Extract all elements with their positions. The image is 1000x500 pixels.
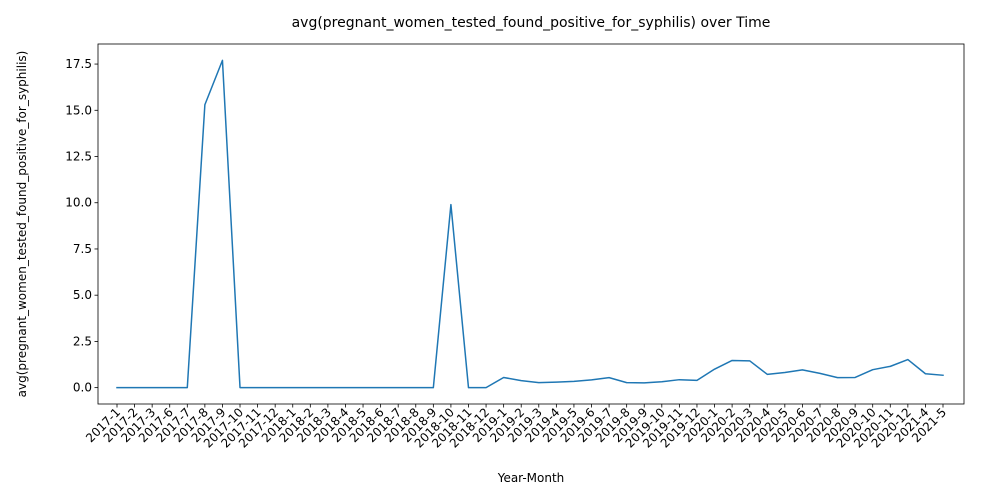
y-tick-label: 10.0 xyxy=(65,196,92,210)
y-tick-label: 12.5 xyxy=(65,150,92,164)
y-axis-title: avg(pregnant_women_tested_found_positive… xyxy=(15,51,29,398)
plot-area: 0.0 2.5 5.0 7.5 10.0 12.5 15.0 17.5 2017-12017-… xyxy=(65,43,965,451)
y-tick-label: 0.0 xyxy=(73,381,92,395)
y-tick-label: 7.5 xyxy=(73,242,92,256)
y-tick-label: 2.5 xyxy=(73,334,92,348)
plot-frame xyxy=(97,43,965,405)
x-axis-ticks: 2017-12017-22017-32017-62017-72017-82017… xyxy=(83,404,949,451)
y-tick-label: 17.5 xyxy=(65,57,92,71)
y-axis-ticks: 0.0 2.5 5.0 7.5 10.0 12.5 15.0 17.5 xyxy=(65,57,98,395)
y-tick-label: 5.0 xyxy=(73,288,92,302)
y-tick-label: 15.0 xyxy=(65,103,92,117)
x-axis-title: Year-Month xyxy=(497,471,565,485)
chart-title: avg(pregnant_women_tested_found_positive… xyxy=(292,15,771,31)
series-line xyxy=(116,59,944,389)
